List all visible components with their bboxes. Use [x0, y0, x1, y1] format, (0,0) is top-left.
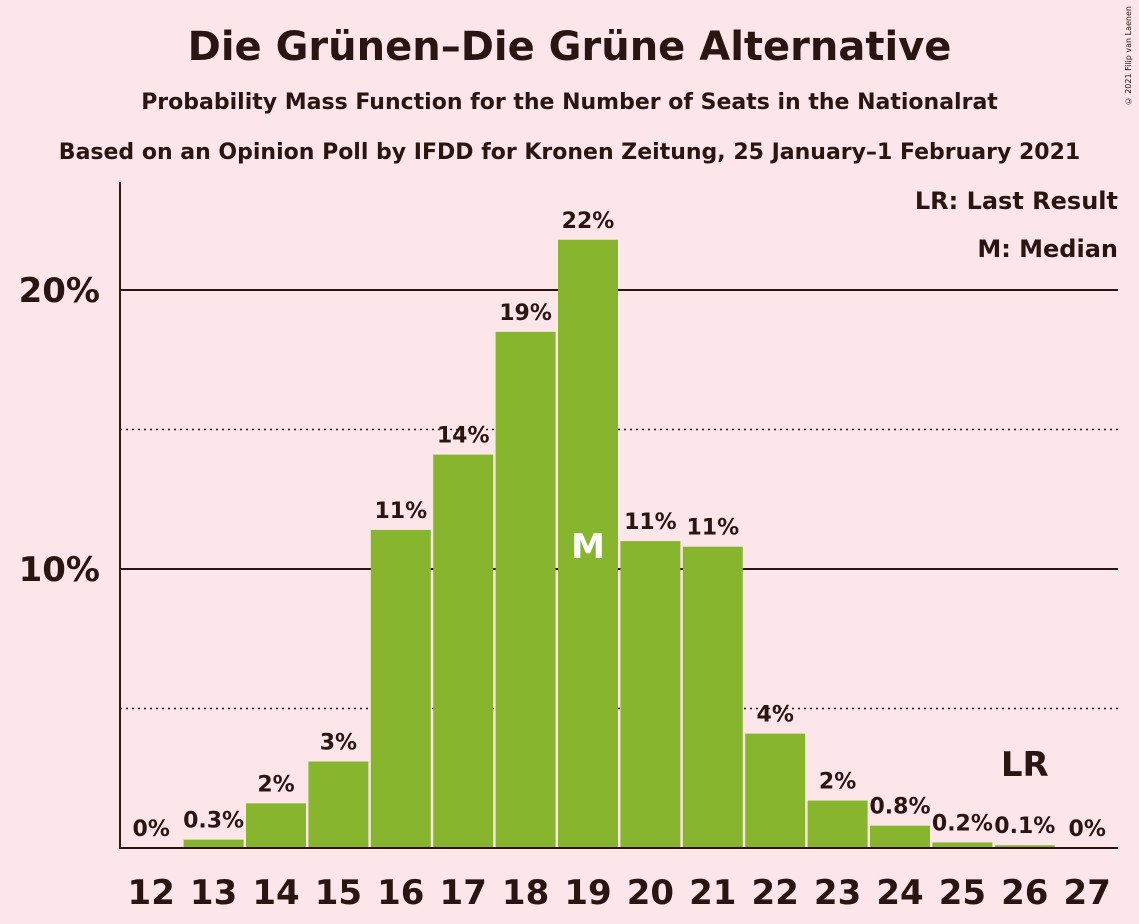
gridlines	[120, 289, 1118, 710]
x-tick-label: 15	[315, 873, 362, 913]
bar	[682, 546, 743, 848]
bar	[994, 845, 1055, 848]
data-label: 4%	[757, 703, 794, 728]
data-label: 0%	[1069, 817, 1106, 842]
x-tick-label: 17	[440, 873, 487, 913]
data-label: 14%	[437, 424, 490, 449]
x-tick-label: 22	[752, 873, 799, 913]
data-label: 11%	[624, 510, 677, 535]
data-label: 3%	[320, 731, 357, 756]
chart-subtitle: Probability Mass Function for the Number…	[141, 90, 998, 115]
data-label: 0.8%	[869, 795, 930, 820]
x-tick-label: 21	[689, 873, 736, 913]
legend-last-result: LR: Last Result	[915, 187, 1118, 215]
data-label: 11%	[686, 516, 739, 541]
bar	[620, 541, 681, 848]
bar	[558, 239, 618, 848]
data-label: 0%	[133, 817, 170, 842]
data-label: 0.1%	[994, 814, 1055, 839]
y-tick-label: 20%	[19, 271, 100, 311]
median-marker: M	[571, 527, 605, 567]
last-result-marker: LR	[1001, 745, 1049, 785]
bar	[807, 800, 868, 848]
bar	[932, 842, 993, 848]
data-labels: 0% 0.3% 2% 3% 11% 14% 19% 22% 11% 11% 4% 2% 0.8%0.2%…	[133, 209, 1106, 842]
x-tick-label: 12	[128, 873, 175, 913]
data-label: 2%	[819, 770, 856, 795]
legend-median: M: Median	[977, 235, 1118, 263]
bars	[183, 239, 1055, 849]
x-tick-label: 14	[252, 873, 299, 913]
data-label: 0.3%	[183, 809, 244, 834]
bar	[370, 529, 431, 848]
data-label: 19%	[499, 301, 552, 326]
chart-source: Based on an Opinion Poll by IFDD for Kro…	[58, 140, 1081, 165]
x-tick-label: 20	[627, 873, 674, 913]
y-tick-label: 10%	[19, 550, 100, 590]
axes: 10% 20% 12 13 14 15 16 17 18 19 20 21 22 23 24 25 26 27	[19, 182, 1118, 913]
data-label: 22%	[562, 209, 615, 234]
chart-title: Die Grünen–Die Grüne Alternative	[187, 24, 952, 70]
x-tick-label: 25	[939, 873, 986, 913]
bar	[246, 803, 306, 848]
x-tick-label: 18	[502, 873, 549, 913]
bar	[308, 761, 369, 848]
bar	[183, 839, 244, 848]
x-tick-label: 23	[814, 873, 861, 913]
x-tick-label: 16	[377, 873, 424, 913]
x-tick-label: 27	[1064, 873, 1111, 913]
data-label: 11%	[374, 499, 427, 524]
x-tick-label: 24	[876, 873, 923, 913]
data-label: 2%	[257, 772, 294, 797]
bar	[495, 331, 556, 849]
bar	[870, 825, 930, 848]
x-tick-label: 26	[1001, 873, 1048, 913]
data-label: 0.2%	[932, 811, 993, 836]
bar	[433, 454, 494, 848]
x-tick-label: 13	[190, 873, 237, 913]
bar	[745, 733, 806, 848]
x-tick-label: 19	[564, 873, 611, 913]
